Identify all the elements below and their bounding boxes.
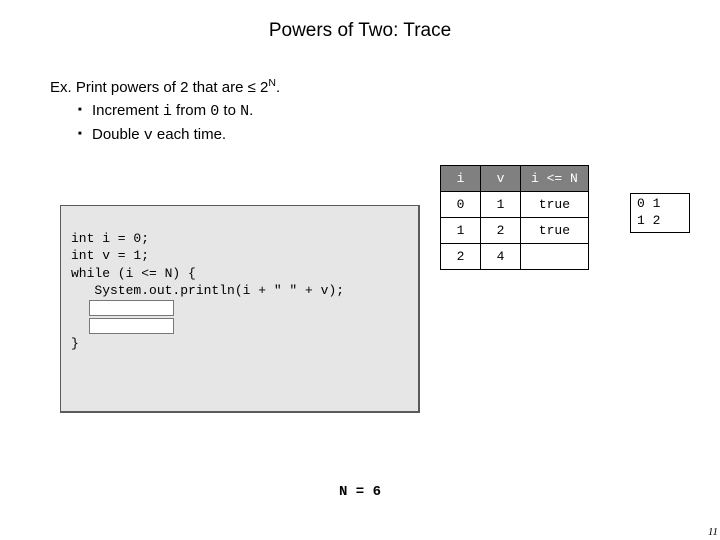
code-l1: int i = 0; [71, 231, 149, 246]
out-l2: 1 2 [637, 213, 660, 228]
page-title: Powers of Two: Trace [0, 0, 720, 42]
th-i: i [441, 166, 481, 192]
code-l2: int v = 1; [71, 248, 149, 263]
highlight-l6 [89, 318, 174, 334]
b1-c1: i [163, 103, 172, 120]
ex-label: Ex. [50, 79, 72, 96]
b1-mid2: to [219, 102, 240, 119]
highlight-l5 [89, 300, 174, 316]
out-l1: 0 1 [637, 196, 660, 211]
b1-mid: from [172, 102, 210, 119]
b2-c1: v [144, 127, 153, 144]
table-row: 1 2 true [441, 218, 589, 244]
cell: 1 [481, 192, 521, 218]
b1-pre: Increment [92, 102, 163, 119]
cell: true [521, 218, 589, 244]
cell: true [521, 192, 589, 218]
table-row: 0 1 true [441, 192, 589, 218]
example-line: Ex. Print powers of 2 that are ≤ 2N. [50, 77, 670, 96]
bullet-increment: Increment i from 0 to N. [78, 100, 670, 124]
ex-text: Print powers of 2 that are ≤ 2 [76, 79, 269, 96]
page-number: 11 [708, 526, 718, 538]
th-cond: i <= N [521, 166, 589, 192]
n-value: N = 6 [0, 484, 720, 500]
ex-tail: . [276, 79, 280, 96]
cell [521, 244, 589, 270]
trace-area: int i = 0; int v = 1; while (i <= N) { S… [50, 165, 670, 385]
cell: 2 [481, 218, 521, 244]
ex-sup: N [268, 77, 276, 89]
table-header: i v i <= N [441, 166, 589, 192]
content: Ex. Print powers of 2 that are ≤ 2N. Inc… [0, 42, 720, 385]
cell: 0 [441, 192, 481, 218]
code-l3: while (i <= N) { [71, 266, 196, 281]
b1-c3: N [240, 103, 249, 120]
cell: 1 [441, 218, 481, 244]
code-l7: } [71, 336, 79, 351]
bullet-double: Double v each time. [78, 124, 670, 148]
b1-c2: 0 [210, 103, 219, 120]
cell: 2 [441, 244, 481, 270]
trace-table: i v i <= N 0 1 true 1 2 true 2 4 [440, 165, 589, 270]
output-box: 0 1 1 2 [630, 193, 690, 233]
th-v: v [481, 166, 521, 192]
b2-pre: Double [92, 126, 144, 143]
table-row: 2 4 [441, 244, 589, 270]
code-l4: System.out.println(i + " " + v); [71, 283, 344, 298]
code-box: int i = 0; int v = 1; while (i <= N) { S… [60, 205, 420, 413]
b1-tail: . [249, 102, 253, 119]
cell: 4 [481, 244, 521, 270]
b2-tail: each time. [153, 126, 226, 143]
